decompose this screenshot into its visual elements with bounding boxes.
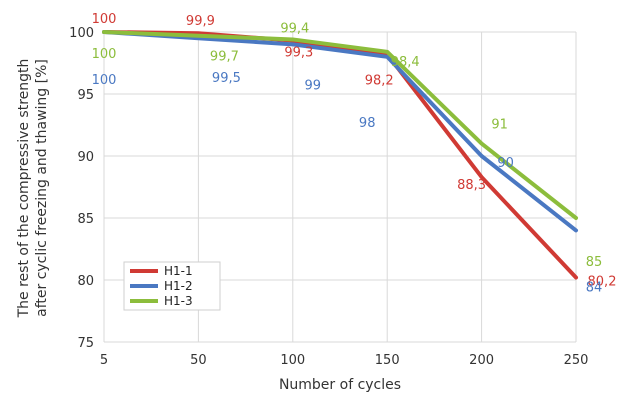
legend-label: H1-1 xyxy=(164,264,193,278)
x-axis-title: Number of cycles xyxy=(279,377,401,393)
y-tick-label: 80 xyxy=(77,274,94,289)
data-label-h1-1: 100 xyxy=(92,12,117,27)
x-tick-label: 200 xyxy=(469,353,494,368)
legend-label: H1-3 xyxy=(164,294,193,308)
data-label-h1-2: 98 xyxy=(359,116,376,131)
x-tick-label: 100 xyxy=(280,353,305,368)
x-tick-label: 150 xyxy=(375,353,400,368)
data-label-h1-3: 99,4 xyxy=(280,21,309,36)
data-label-h1-1: 99,3 xyxy=(284,46,313,61)
x-tick-label: 50 xyxy=(190,353,207,368)
y-tick-label: 75 xyxy=(77,336,94,351)
data-label-h1-1: 98,2 xyxy=(365,73,394,88)
legend: H1-1H1-2H1-3 xyxy=(123,261,221,311)
data-label-h1-2: 99,5 xyxy=(212,71,241,86)
data-label-h1-3: 85 xyxy=(586,255,603,270)
series-line-h1-1 xyxy=(102,30,578,280)
data-label-h1-2: 84 xyxy=(586,280,603,295)
data-label-h1-1: 88,3 xyxy=(457,178,486,193)
y-tick-label: 85 xyxy=(77,212,94,227)
data-label-h1-2: 99 xyxy=(305,78,322,93)
data-label-h1-3: 99,7 xyxy=(210,50,239,65)
x-tick-label: 5 xyxy=(100,353,108,368)
data-label-h1-1: 99,9 xyxy=(186,14,215,29)
x-tick-label: 250 xyxy=(564,353,589,368)
y-axis-title-line-2: after cyclic freezing and thawing [%] xyxy=(34,59,50,317)
data-label-h1-3: 91 xyxy=(491,118,508,133)
y-tick-label: 100 xyxy=(69,26,94,41)
y-tick-label: 95 xyxy=(77,88,94,103)
data-label-h1-3: 98,4 xyxy=(391,55,420,70)
data-label-h1-2: 100 xyxy=(92,73,117,88)
series-lines xyxy=(102,30,578,280)
legend-label: H1-2 xyxy=(164,279,193,293)
data-label-h1-2: 90 xyxy=(497,156,514,171)
series-line-h1-2 xyxy=(102,30,578,233)
data-labels: 100 99,9 99,3 98,2 88,3 80,2 100 99,5 99 98 90 84 10… xyxy=(92,12,617,295)
data-label-h1-1: 80,2 xyxy=(588,275,617,290)
data-label-h1-3: 100 xyxy=(92,47,117,62)
y-axis-title-line-1: The rest of the compressive strength xyxy=(16,59,32,319)
series-line-h1-3 xyxy=(102,30,578,220)
y-tick-label: 90 xyxy=(77,150,94,165)
